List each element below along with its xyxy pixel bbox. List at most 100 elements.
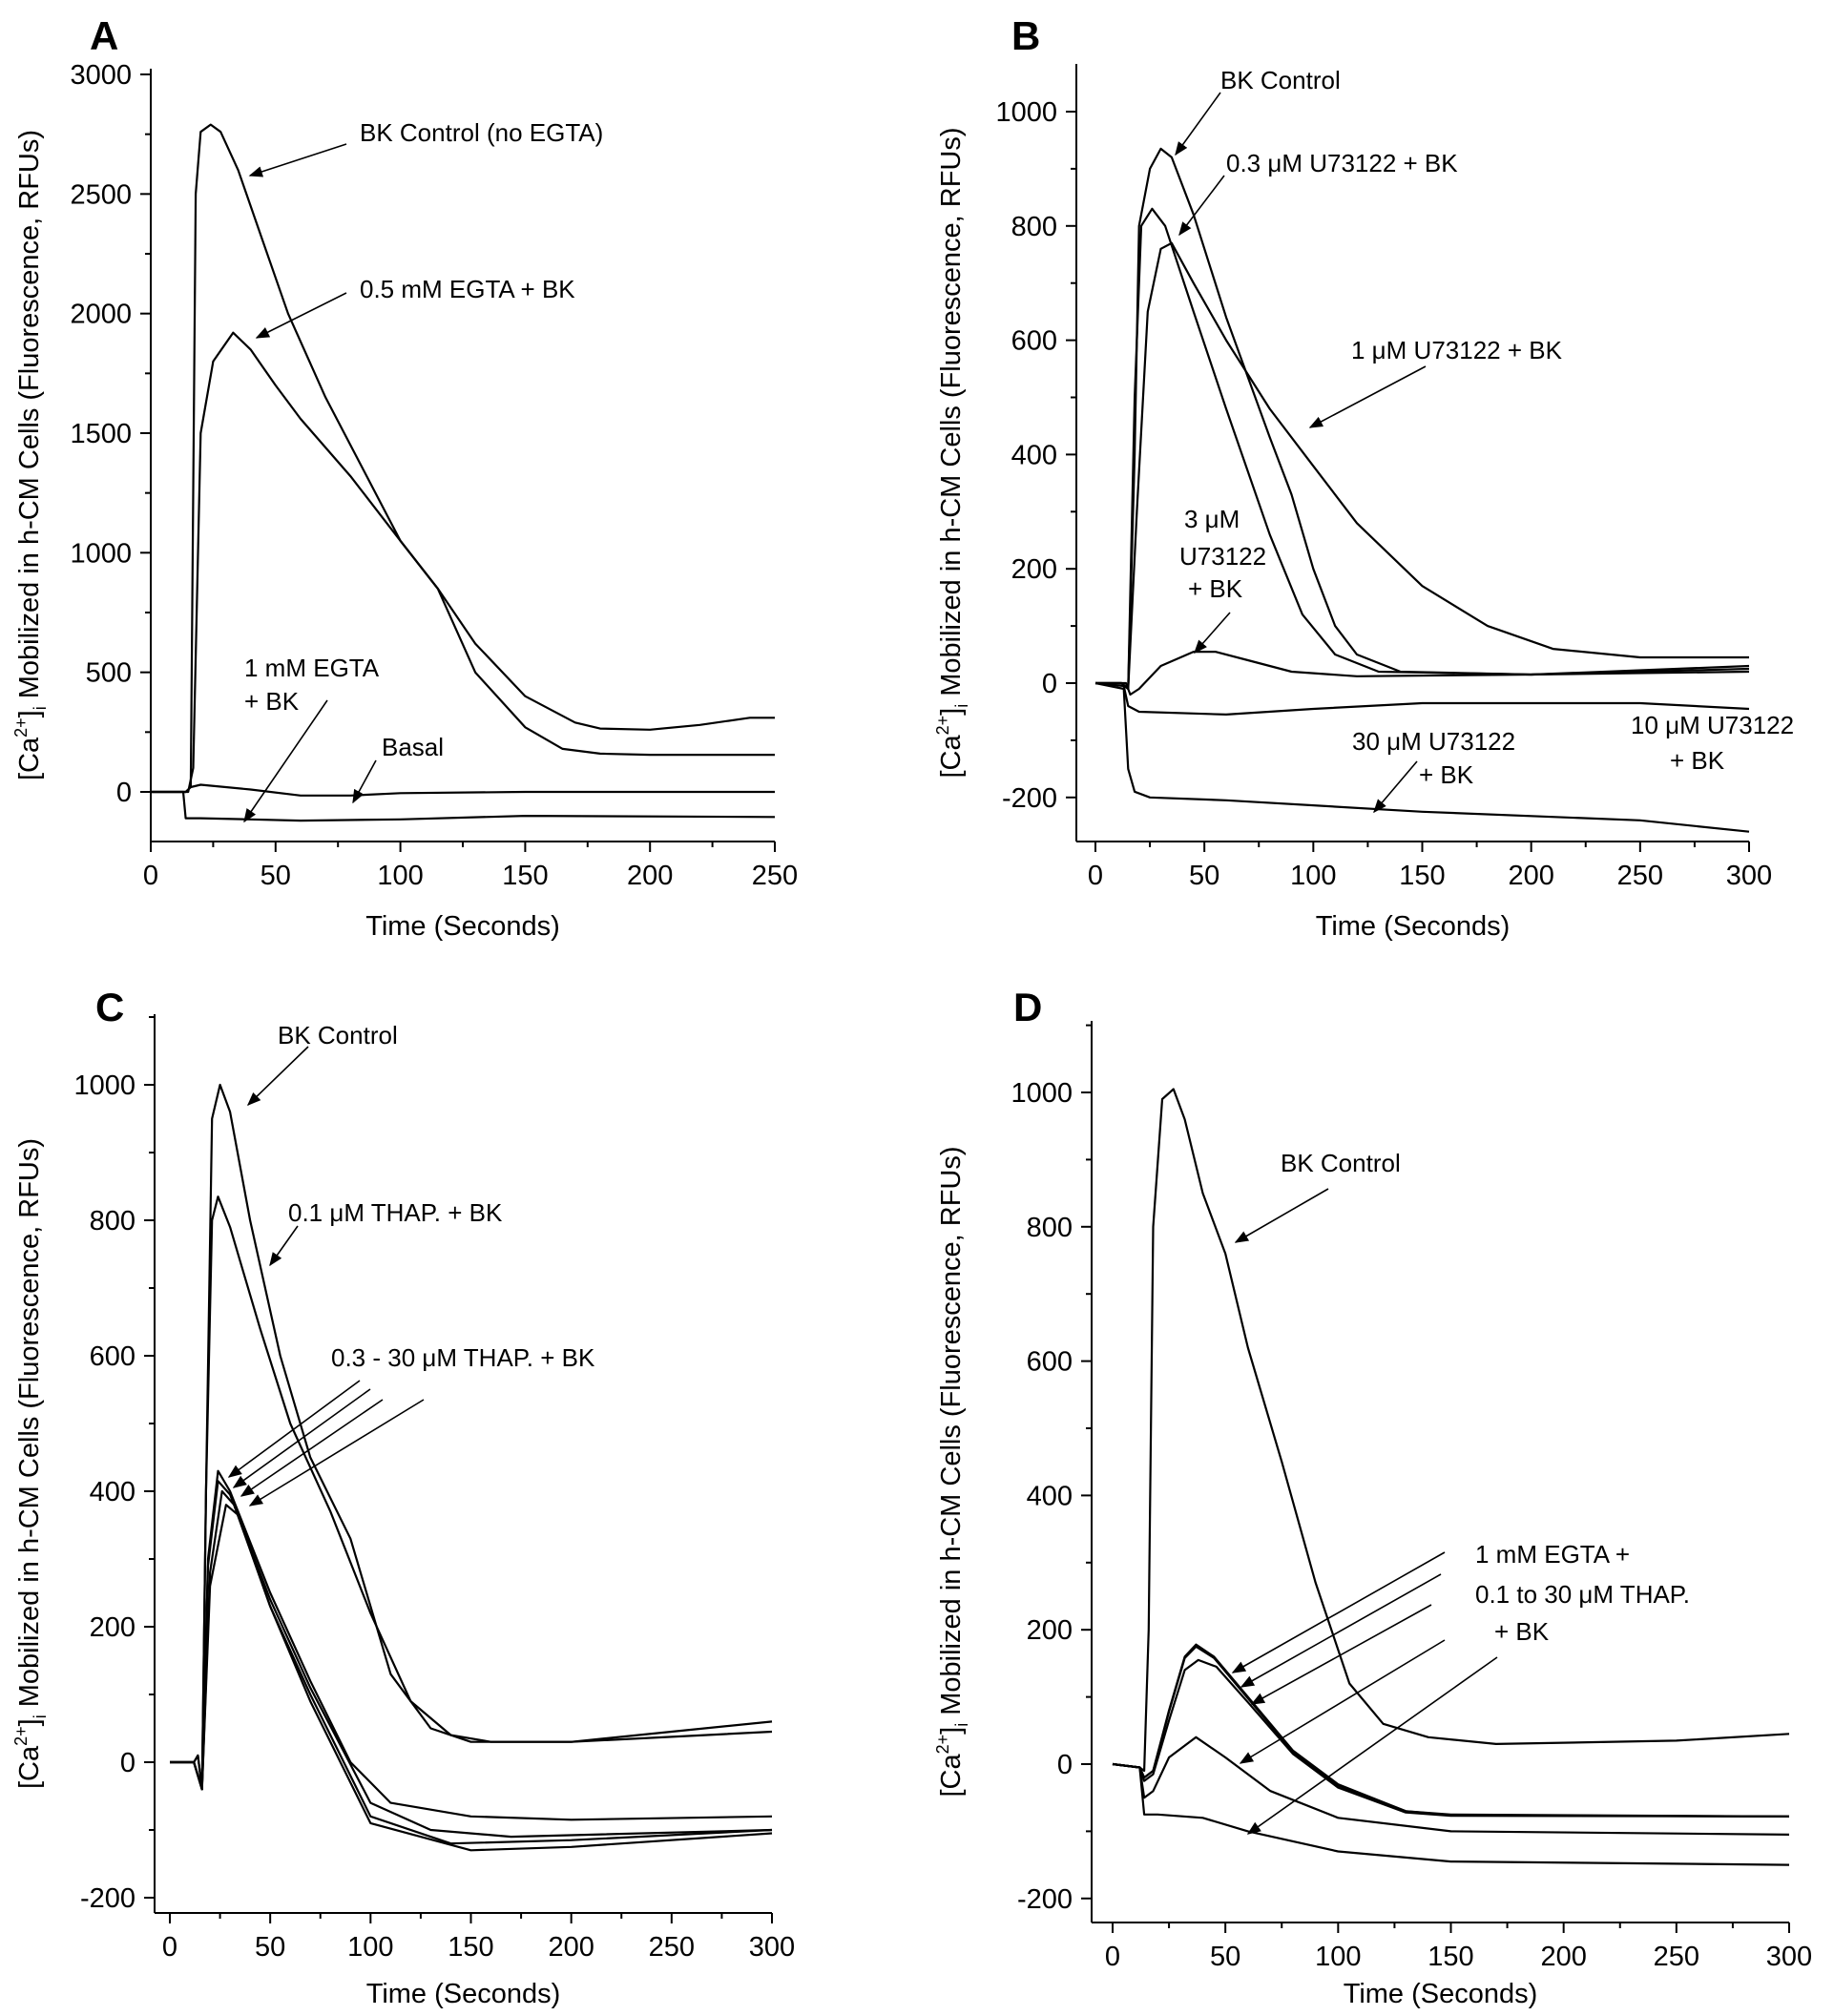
annotation-arrow [1239, 1639, 1446, 1764]
x-tick-label: 50 [1189, 861, 1219, 891]
annotation-arrow [255, 292, 347, 339]
annotation-arrow [1194, 612, 1231, 655]
y-tick-label: 1000 [73, 1070, 135, 1101]
annotation-label: 1 mM EGTA + [1475, 1540, 1630, 1569]
x-axis-title: Time (Seconds) [1344, 1979, 1538, 2009]
annotation-label: BK Control (no EGTA) [360, 118, 603, 147]
x-tick-label: 50 [1210, 1942, 1240, 1972]
panel-a: A0 50 100 150 200 250050010001500200025003000… [11, 13, 798, 942]
panel-d: D 0 50 100 150 200 250 300 -200 0 200 400 600 800 1000… [933, 985, 1812, 2009]
trace-line-6 [170, 1504, 773, 1852]
x-axis-title: Time (Seconds) [1316, 911, 1511, 942]
annotation-label: + BK [1670, 746, 1725, 775]
annotation-arrow [269, 1225, 299, 1267]
trace-line-4 [1112, 1658, 1790, 1818]
y-tick-label: -200 [1017, 1884, 1073, 1915]
annotation-arrow [1250, 1604, 1432, 1705]
x-tick-label: 0 [143, 861, 158, 891]
annotation-arrow [227, 1380, 361, 1478]
annotation-arrow [248, 143, 347, 177]
annotation-label: 1 mM EGTA [244, 654, 380, 682]
trace-line-5 [170, 1489, 773, 1845]
x-tick-label: 300 [1766, 1942, 1812, 1972]
x-tick-label: 200 [548, 1932, 594, 1963]
y-tick-label: -200 [1002, 783, 1057, 814]
y-tick-label: -200 [80, 1883, 135, 1914]
y-tick-label: 800 [90, 1206, 135, 1237]
annotation-label: Basal [382, 733, 444, 761]
x-tick-label: 250 [649, 1932, 695, 1963]
y-axis-title: [Ca2+]i Mobilized in h-CM Cells (Fluores… [933, 1146, 971, 1797]
annotation-label: 30 μM U73122 [1352, 727, 1515, 756]
x-tick-label: 100 [1290, 861, 1336, 891]
annotation-label: BK Control [1220, 66, 1341, 94]
x-tick-label: 250 [1617, 861, 1663, 891]
trace-line-5 [1094, 681, 1750, 716]
x-tick-label: 300 [749, 1932, 795, 1963]
annotation-label: + BK [1494, 1617, 1550, 1646]
annotation-label: 10 μM U73122 [1631, 711, 1794, 739]
x-tick-label: 100 [1315, 1942, 1361, 1972]
trace-line-5 [1112, 1735, 1790, 1836]
trace-line-3 [1112, 1645, 1790, 1818]
y-tick-label: 600 [90, 1341, 135, 1372]
y-tick-label: 500 [86, 658, 132, 689]
y-axis-title: [Ca2+]i Mobilized in h-CM Cells (Fluores… [933, 127, 971, 778]
annotation-label: 0.3 - 30 μM THAP. + BK [331, 1343, 595, 1372]
annotation-label: BK Control [1281, 1149, 1401, 1177]
y-tick-label: 0 [1057, 1750, 1073, 1780]
x-tick-label: 100 [377, 861, 423, 891]
panel-label: A [90, 13, 118, 58]
trace-line-3 [170, 1469, 773, 1821]
y-tick-label: 1000 [70, 538, 132, 569]
annotation-arrow [243, 699, 328, 823]
x-tick-label: 150 [1428, 1942, 1473, 1972]
x-tick-label: 0 [162, 1932, 177, 1963]
y-tick-label: 200 [1027, 1615, 1073, 1646]
panel-b: B 0 50 100 150 200 250 300 -200 0 200 400 600 800 1000… [933, 13, 1794, 942]
trace-line-1 [1112, 1088, 1790, 1773]
x-axis-title: Time (Seconds) [366, 1979, 561, 2009]
x-tick-label: 50 [261, 861, 291, 891]
annotation-arrow [1240, 1573, 1442, 1688]
trace-line-4 [170, 1480, 773, 1839]
trace-line-2 [151, 331, 775, 794]
y-tick-label: 0 [116, 778, 132, 808]
annotation-label: 0.5 mM EGTA + BK [360, 275, 575, 303]
y-tick-label: 3000 [70, 60, 132, 91]
y-axis-title: [Ca2+]i Mobilized in h-CM Cells (Fluores… [11, 1138, 50, 1789]
x-tick-label: 150 [1399, 861, 1445, 891]
x-tick-label: 0 [1105, 1942, 1120, 1972]
y-tick-label: 200 [1011, 554, 1057, 585]
trace-line-2 [1095, 207, 1750, 691]
annotation-arrow [248, 1399, 425, 1507]
y-tick-label: 0 [1042, 669, 1057, 699]
y-tick-label: 1500 [70, 419, 132, 449]
y-tick-label: 800 [1027, 1213, 1073, 1243]
y-tick-label: 400 [90, 1477, 135, 1507]
annotation-arrow [1373, 760, 1418, 814]
trace-line-3 [151, 783, 775, 797]
trace-line-6 [1112, 1762, 1790, 1866]
trace-line-2 [170, 1195, 773, 1791]
trace-line-4 [151, 790, 776, 822]
annotation-arrow [1178, 175, 1225, 237]
annotation-label: 0.1 μM THAP. + BK [288, 1198, 503, 1227]
y-tick-label: 1000 [995, 97, 1057, 128]
x-tick-label: 250 [752, 861, 798, 891]
x-tick-label: 150 [502, 861, 548, 891]
annotation-label: + BK [1188, 574, 1243, 603]
panel-label: C [95, 985, 124, 1029]
trace-line-1 [1095, 147, 1750, 691]
annotation-label: + BK [1419, 760, 1474, 789]
x-tick-label: 100 [347, 1932, 393, 1963]
y-tick-label: 600 [1027, 1347, 1073, 1378]
x-tick-label: 300 [1726, 861, 1772, 891]
annotation-label: + BK [244, 687, 300, 716]
annotation-arrow [1246, 1656, 1498, 1835]
annotation-arrow [1175, 92, 1221, 156]
annotation-arrow [1231, 1551, 1446, 1673]
trace-line-2 [1112, 1643, 1790, 1818]
annotation-arrow [1308, 365, 1427, 428]
